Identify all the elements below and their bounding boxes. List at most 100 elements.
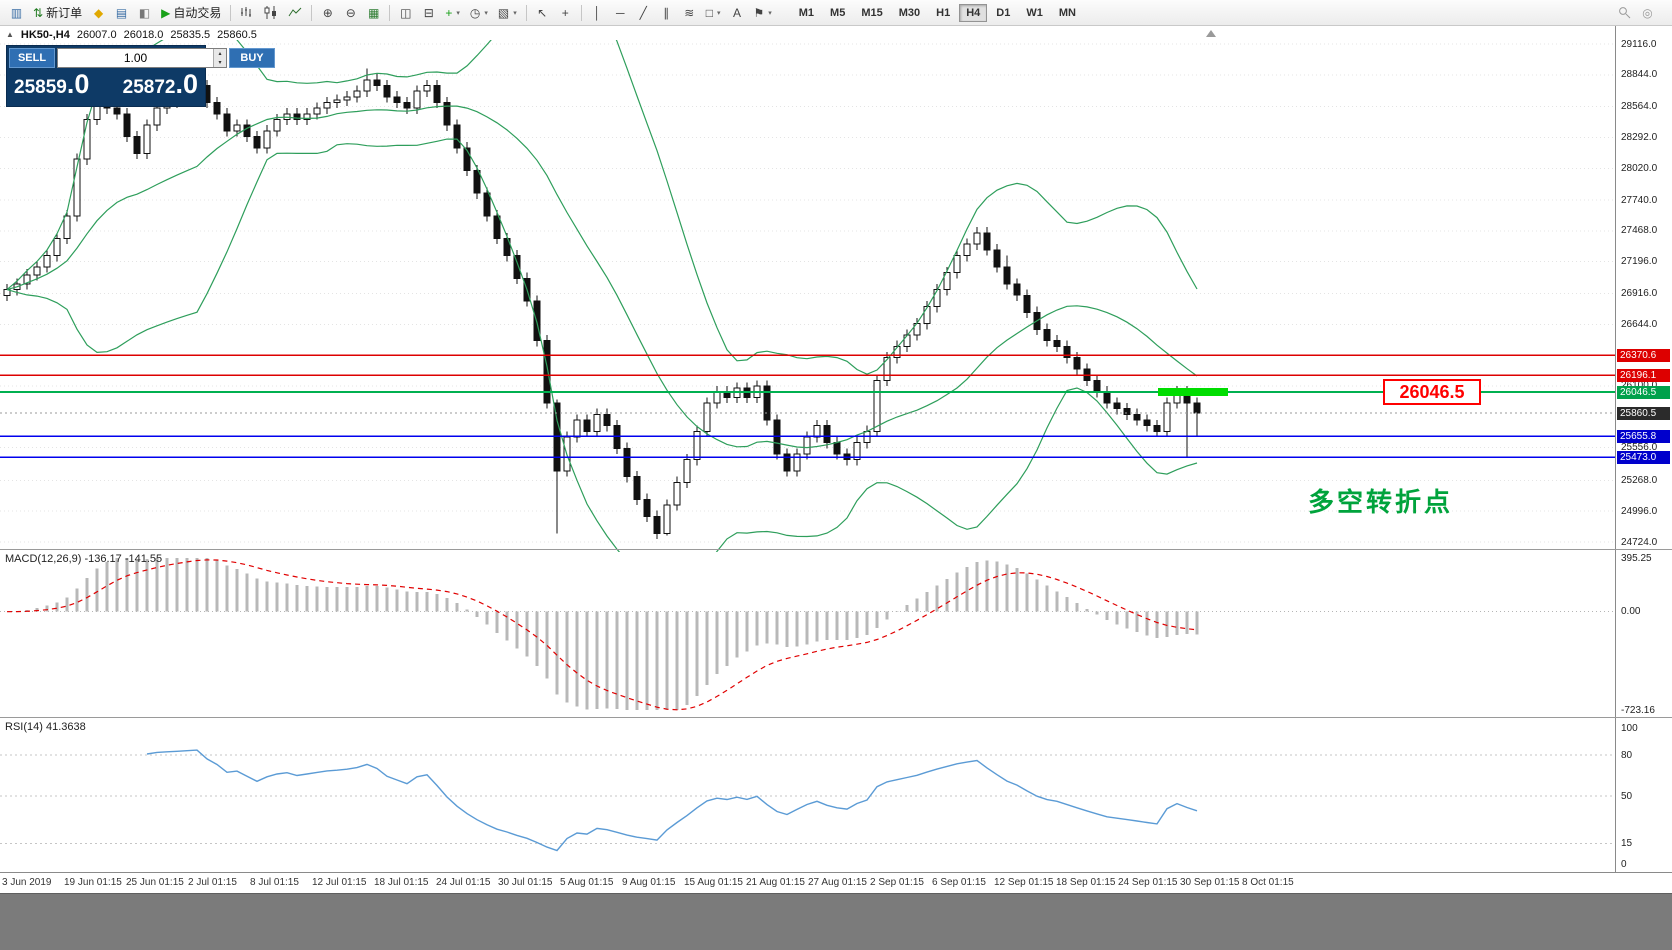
rsi-axis-tick: 80 [1621, 750, 1633, 761]
tile-windows-icon[interactable]: ◫ [395, 3, 416, 23]
price-axis-tick: 24724.0 [1621, 537, 1658, 548]
collapse-trade-panel-icon[interactable]: ▲ [6, 30, 14, 39]
price-axis-tick: 24996.0 [1621, 506, 1658, 517]
time-axis-label: 25 Jun 01:15 [126, 877, 184, 888]
price-axis-tick: 27468.0 [1621, 225, 1658, 236]
time-axis-label: 8 Oct 01:15 [1242, 877, 1294, 888]
sell-button[interactable]: SELL [9, 48, 55, 68]
timeframe-d1-button[interactable]: D1 [989, 4, 1017, 22]
ohlc-close: 25860.5 [217, 28, 257, 41]
time-axis-label: 30 Jul 01:15 [498, 877, 553, 888]
price-axis-tick: 28844.0 [1621, 69, 1658, 80]
rsi-label: RSI(14) 41.3638 [5, 721, 86, 733]
vertical-line-icon[interactable]: │ [587, 3, 608, 23]
zoom-in-icon[interactable]: ⊕ [317, 3, 338, 23]
timeframe-group: M1 M5 M15 M30 H1 H4 D1 W1 MN [791, 3, 1084, 22]
auto-scroll-icon[interactable]: ▦ [363, 3, 384, 23]
buy-button[interactable]: BUY [229, 48, 275, 68]
price-axis-tick: 27740.0 [1621, 195, 1658, 206]
bar-chart-icon[interactable] [236, 3, 258, 23]
timeframe-m1-button[interactable]: M1 [792, 4, 821, 22]
toolbar-separator [230, 4, 232, 21]
autotrade-button[interactable]: ▶ 自动交易 [157, 3, 225, 23]
rsi-axis-tick: 15 [1621, 838, 1633, 849]
timeframe-w1-button[interactable]: W1 [1019, 4, 1050, 22]
rsi-svg[interactable] [0, 718, 1615, 872]
crosshair-icon[interactable]: + [555, 3, 576, 23]
price-axis-tick: 29116.0 [1621, 39, 1657, 50]
volume-down-icon[interactable]: ▾ [214, 58, 226, 67]
price-axis-tick: 27196.0 [1621, 256, 1658, 267]
fibonacci-icon[interactable]: ≋ [679, 3, 700, 23]
symbol-info-bar: ▲ HK50-,H4 26007.0 26018.0 25835.5 25860… [6, 28, 257, 41]
time-axis[interactable]: 3 Jun 2019 19 Jun 01:15 25 Jun 01:15 2 Jul … [0, 872, 1672, 893]
timeframe-mn-button[interactable]: MN [1052, 4, 1083, 22]
rsi-axis-tick: 50 [1621, 791, 1633, 802]
timeframe-m5-button[interactable]: M5 [823, 4, 852, 22]
chart-window: ▲ HK50-,H4 26007.0 26018.0 25835.5 25860… [0, 26, 1672, 872]
trendline-icon[interactable]: ╱ [633, 3, 654, 23]
time-axis-label: 2 Jul 01:15 [188, 877, 237, 888]
time-axis-label: 3 Jun 2019 [2, 877, 52, 888]
market-watch-icon[interactable]: ▤ [111, 3, 132, 23]
time-axis-label: 19 Jun 01:15 [64, 877, 122, 888]
price-line-badge: 26046.5 [1617, 386, 1670, 399]
toolbar-separator [389, 4, 391, 21]
time-axis-label: 18 Jul 01:15 [374, 877, 429, 888]
toolbar-right: ◎ [1613, 3, 1659, 23]
candlestick-chart-icon[interactable] [260, 3, 282, 23]
time-axis-label: 9 Aug 01:15 [622, 877, 676, 888]
price-line-badge: 25860.5 [1617, 407, 1670, 420]
price-line-badge: 26196.1 [1617, 369, 1670, 382]
templates-icon[interactable]: ▧ ▾ [494, 3, 521, 23]
price-axis-tick: 28020.0 [1621, 163, 1658, 174]
periods-icon[interactable]: ◷ ▾ [466, 3, 492, 23]
time-axis-label: 12 Jul 01:15 [312, 877, 367, 888]
macd-svg[interactable] [0, 550, 1615, 718]
price-axis-tick: 28292.0 [1621, 132, 1658, 143]
new-chart-icon[interactable]: ▥ [6, 3, 27, 23]
equidistant-channel-icon[interactable]: ∥ [656, 3, 677, 23]
indicators-icon[interactable]: + ▾ [441, 3, 464, 23]
buy-price: 25872.0 [122, 69, 198, 99]
time-axis-label: 12 Sep 01:15 [994, 877, 1054, 888]
macd-axis-tick: -723.16 [1621, 705, 1655, 716]
zoom-out-icon[interactable]: ⊖ [340, 3, 361, 23]
toolbar-main: ▥ ⇅ 新订单 ◆ ▤ ◧ ▶ 自动交易 ⊕ ⊖ ▦ ◫ ⊟ + ▾ ◷ ▾ ▧ ▾ ↖ + │ ─ ╱ ∥ ≋ □ ▾ A ⚑ ▾ M1 M… [0, 0, 1672, 26]
price-axis[interactable]: 29116.0 28844.0 28564.0 28292.0 28020.0 27740… [1615, 26, 1672, 872]
time-axis-label: 6 Sep 01:15 [932, 877, 986, 888]
time-axis-label: 8 Jul 01:15 [250, 877, 299, 888]
arrows-icon[interactable]: ⚑ ▾ [749, 3, 775, 23]
pane-separator-macd[interactable] [0, 549, 1672, 550]
price-axis-tick: 25268.0 [1621, 475, 1658, 486]
quick-nav-icon[interactable]: ◎ [1637, 3, 1658, 23]
ohlc-high: 26018.0 [123, 28, 164, 41]
volume-up-icon[interactable]: ▴ [214, 49, 226, 58]
rsi-axis-tick: 0 [1621, 859, 1627, 870]
price-axis-tick: 26916.0 [1621, 288, 1658, 299]
time-axis-label: 27 Aug 01:15 [808, 877, 867, 888]
timeframe-h4-button[interactable]: H4 [959, 3, 988, 22]
text-icon[interactable]: A [726, 3, 747, 23]
shapes-icon[interactable]: □ ▾ [702, 3, 725, 23]
search-icon[interactable] [1614, 3, 1635, 23]
one-click-trading-panel: SELL ▴ ▾ BUY 25859.0 25872.0 [6, 45, 275, 107]
timeframe-h1-button[interactable]: H1 [929, 4, 957, 22]
price-axis-tick: 28564.0 [1621, 101, 1658, 112]
data-window-icon[interactable]: ◧ [134, 3, 155, 23]
favorites-icon[interactable]: ◆ [88, 3, 109, 23]
time-axis-label: 5 Aug 01:15 [560, 877, 614, 888]
timeframe-m30-button[interactable]: M30 [892, 4, 927, 22]
cascade-windows-icon[interactable]: ⊟ [418, 3, 439, 23]
new-order-button[interactable]: ⇅ 新订单 [29, 3, 86, 23]
pane-separator-rsi[interactable] [0, 717, 1672, 718]
main-chart-svg[interactable] [0, 40, 1615, 552]
cursor-icon[interactable]: ↖ [532, 3, 553, 23]
line-chart-icon[interactable] [284, 3, 306, 23]
shift-marker-icon[interactable] [1206, 30, 1216, 37]
volume-input[interactable] [58, 49, 213, 67]
price-tag: 26046.5 [1383, 379, 1481, 405]
horizontal-line-icon[interactable]: ─ [610, 3, 631, 23]
time-axis-label: 24 Sep 01:15 [1118, 877, 1178, 888]
timeframe-m15-button[interactable]: M15 [854, 4, 889, 22]
